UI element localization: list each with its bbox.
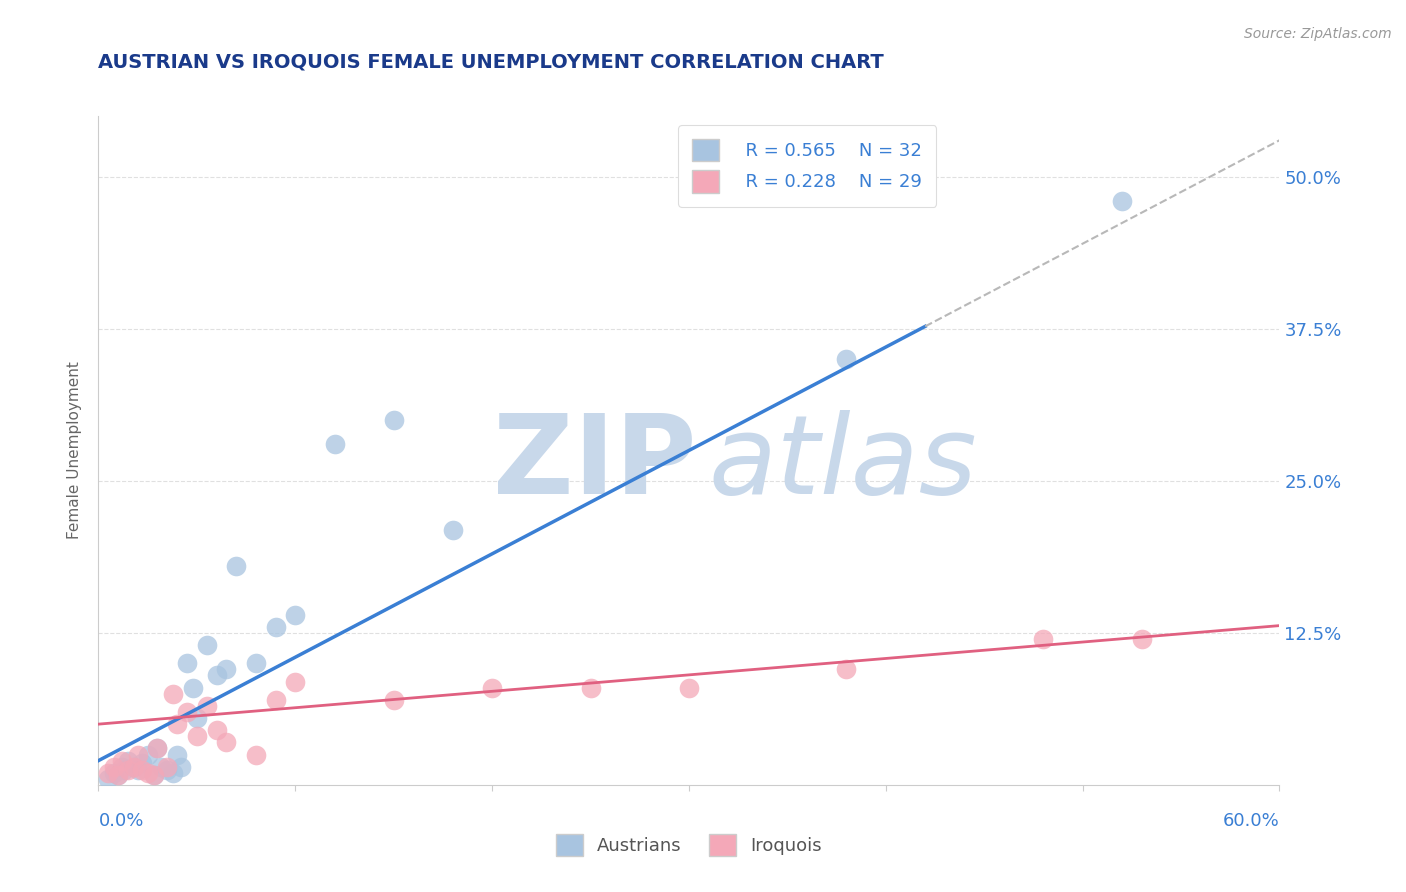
Point — [111, 760, 134, 774]
Point — [245, 657, 267, 671]
Point — [122, 760, 145, 774]
Point — [284, 674, 307, 689]
Point — [323, 437, 346, 451]
Point — [136, 747, 159, 762]
Text: Source: ZipAtlas.com: Source: ZipAtlas.com — [1244, 27, 1392, 41]
Point — [205, 723, 228, 738]
Text: AUSTRIAN VS IROQUOIS FEMALE UNEMPLOYMENT CORRELATION CHART: AUSTRIAN VS IROQUOIS FEMALE UNEMPLOYMENT… — [98, 53, 884, 71]
Point — [481, 681, 503, 695]
Point — [127, 764, 149, 778]
Point — [107, 768, 129, 782]
Point — [117, 764, 139, 778]
Point — [1111, 194, 1133, 208]
Point — [162, 687, 184, 701]
Point — [1032, 632, 1054, 646]
Point — [103, 760, 125, 774]
Y-axis label: Female Unemployment: Female Unemployment — [67, 361, 83, 540]
Point — [835, 352, 858, 367]
Point — [382, 693, 405, 707]
Point — [205, 668, 228, 682]
Point — [162, 765, 184, 780]
Point — [136, 765, 159, 780]
Point — [186, 729, 208, 743]
Point — [678, 681, 700, 695]
Point — [97, 765, 120, 780]
Point — [264, 620, 287, 634]
Point — [441, 523, 464, 537]
Point — [195, 698, 218, 713]
Point — [146, 741, 169, 756]
Point — [176, 657, 198, 671]
Point — [112, 764, 135, 778]
Point — [181, 681, 204, 695]
Point — [382, 413, 405, 427]
Point — [166, 717, 188, 731]
Point — [195, 638, 218, 652]
Point — [122, 760, 145, 774]
Point — [1130, 632, 1153, 646]
Text: atlas: atlas — [709, 410, 977, 517]
Point — [170, 760, 193, 774]
Point — [835, 662, 858, 676]
Point — [284, 607, 307, 622]
Point — [176, 705, 198, 719]
Point — [117, 754, 139, 768]
Text: ZIP: ZIP — [492, 410, 696, 517]
Point — [186, 711, 208, 725]
Point — [225, 559, 247, 574]
Point — [156, 760, 179, 774]
Point — [215, 662, 238, 676]
Point — [142, 768, 165, 782]
Point — [142, 768, 165, 782]
Point — [166, 747, 188, 762]
Point — [111, 754, 134, 768]
Text: 0.0%: 0.0% — [98, 812, 143, 830]
Point — [131, 756, 153, 770]
Point — [215, 735, 238, 749]
Point — [264, 693, 287, 707]
Point — [107, 768, 129, 782]
Point — [103, 765, 125, 780]
Text: 60.0%: 60.0% — [1223, 812, 1279, 830]
Point — [245, 747, 267, 762]
Point — [579, 681, 602, 695]
Point — [131, 764, 153, 778]
Point — [156, 764, 179, 778]
Point — [127, 747, 149, 762]
Point — [97, 772, 120, 786]
Legend: Austrians, Iroquois: Austrians, Iroquois — [548, 826, 830, 863]
Point — [150, 760, 173, 774]
Point — [146, 741, 169, 756]
